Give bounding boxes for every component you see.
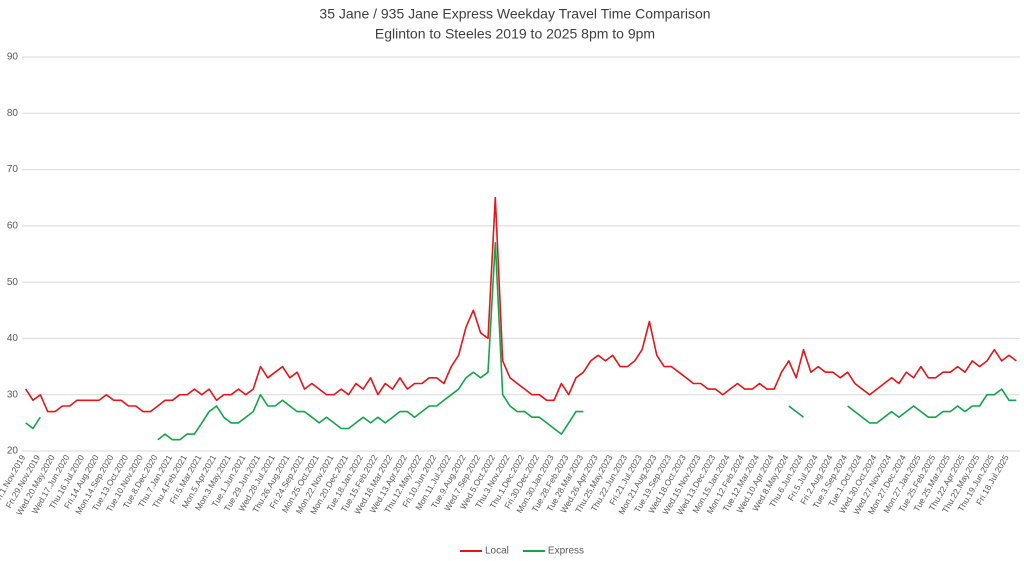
y-tick-label: 50 [7,277,19,288]
y-tick-label: 60 [7,220,19,231]
line-segment [157,241,584,441]
legend-label: Local [485,546,509,557]
line-segment [788,405,804,418]
legend-label: Express [548,546,584,557]
y-tick-label: 20 [7,446,19,457]
y-tick-label: 40 [7,333,19,344]
legend: Local Express [460,546,584,557]
y-tick-label: 90 [7,52,19,63]
line-segment [25,196,1017,413]
y-tick-label: 70 [7,164,19,175]
chart-subtitle: Eglinton to Steeles 2019 to 2025 8pm to … [375,26,655,42]
y-tick-label: 30 [7,389,19,400]
line-segment [847,388,1017,424]
chart-title: 35 Jane / 935 Jane Express Weekday Trave… [319,6,710,22]
y-tick-label: 80 [7,108,19,119]
line-segment [25,416,41,430]
